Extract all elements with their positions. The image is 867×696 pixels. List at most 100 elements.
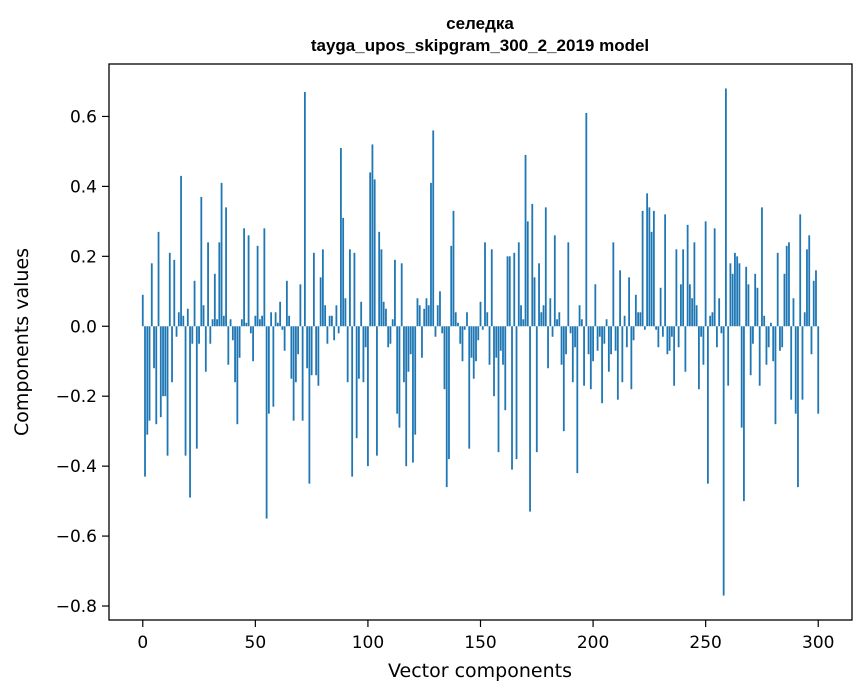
bar-23 (193, 280, 196, 327)
bar-160 (502, 326, 504, 365)
bar-188 (565, 326, 567, 355)
bar-46 (245, 322, 248, 327)
bar-124 (421, 326, 423, 358)
bar-208 (610, 326, 612, 355)
bar-126 (425, 298, 428, 327)
bar-184 (556, 319, 558, 327)
bar-190 (569, 326, 572, 334)
bar-227 (652, 210, 655, 327)
bar-224 (646, 193, 649, 327)
bar-62 (281, 326, 284, 330)
bar-2 (146, 326, 149, 435)
bar-211 (616, 326, 619, 400)
bar-183 (553, 235, 556, 327)
bar-64 (285, 280, 288, 327)
bar-176 (538, 263, 540, 327)
bar-10 (164, 326, 167, 397)
bar-285 (783, 273, 786, 327)
plot-frame (108, 63, 853, 621)
bar-217 (630, 326, 633, 390)
bar-162 (506, 256, 509, 327)
chart-title-line2: tayga_upos_skipgram_300_2_2019 model (311, 36, 649, 55)
bar-149 (477, 326, 480, 341)
bar-5 (153, 326, 155, 369)
bar-254 (713, 228, 716, 327)
bar-21 (189, 326, 191, 498)
bar-239 (679, 284, 682, 327)
bar-291 (797, 326, 799, 488)
bar-226 (650, 231, 653, 327)
bar-146 (470, 326, 473, 358)
bar-109 (387, 326, 390, 348)
bar-137 (450, 245, 453, 327)
bar-60 (276, 322, 279, 327)
bar-196 (583, 326, 585, 386)
bar-220 (637, 312, 640, 327)
bar-102 (371, 144, 374, 327)
y-tick-label-3: 0.0 (70, 317, 97, 337)
bar-42 (236, 326, 239, 425)
bar-157 (495, 326, 498, 358)
bar-233 (666, 326, 669, 355)
bar-138 (452, 210, 455, 327)
bar-103 (373, 179, 376, 327)
y-tick-label-0: 0.6 (70, 107, 97, 127)
bar-152 (484, 242, 486, 327)
bar-136 (448, 326, 450, 460)
bar-225 (648, 207, 651, 327)
bar-94 (353, 252, 356, 327)
bar-45 (243, 228, 245, 327)
bar-72 (303, 91, 306, 327)
bar-67 (292, 326, 295, 421)
bar-148 (475, 326, 477, 362)
bar-52 (258, 319, 261, 327)
bar-283 (779, 326, 781, 351)
y-tick-label-6: −0.6 (56, 527, 97, 547)
bar-274 (758, 326, 761, 386)
bar-9 (162, 326, 164, 397)
bar-117 (405, 326, 408, 467)
bar-210 (614, 326, 617, 351)
bar-121 (414, 326, 417, 435)
bar-153 (486, 312, 489, 327)
bar-36 (222, 315, 225, 327)
bar-193 (576, 326, 579, 474)
bar-71 (301, 326, 304, 421)
bar-204 (601, 326, 603, 404)
bar-7 (157, 231, 160, 327)
bar-8 (159, 326, 162, 418)
bar-38 (227, 326, 230, 365)
bar-1 (144, 326, 146, 477)
bar-63 (283, 326, 286, 351)
bar-98 (362, 326, 365, 383)
bar-252 (709, 315, 712, 327)
x-tick-label-5: 250 (689, 633, 721, 653)
bar-76 (312, 252, 315, 327)
bar-105 (378, 231, 381, 327)
bar-16 (177, 312, 180, 327)
bar-127 (427, 305, 430, 327)
bar-129 (432, 130, 435, 327)
bar-279 (770, 322, 772, 327)
bar-177 (540, 312, 543, 327)
bar-107 (382, 301, 385, 327)
bar-32 (213, 273, 216, 327)
bar-4 (150, 263, 153, 327)
bar-30 (209, 326, 212, 344)
bar-206 (605, 319, 608, 327)
bar-263 (734, 252, 736, 327)
bar-0 (141, 294, 144, 327)
bar-238 (677, 326, 680, 348)
bar-178 (542, 305, 545, 327)
bar-171 (526, 221, 529, 327)
bar-55 (265, 326, 268, 519)
bar-69 (297, 326, 300, 355)
bar-132 (439, 291, 441, 327)
bar-265 (738, 263, 741, 327)
bar-218 (632, 326, 635, 341)
bar-207 (607, 326, 610, 372)
bar-181 (549, 298, 552, 327)
bar-199 (589, 326, 592, 390)
bar-296 (808, 235, 811, 327)
bar-179 (544, 207, 547, 327)
